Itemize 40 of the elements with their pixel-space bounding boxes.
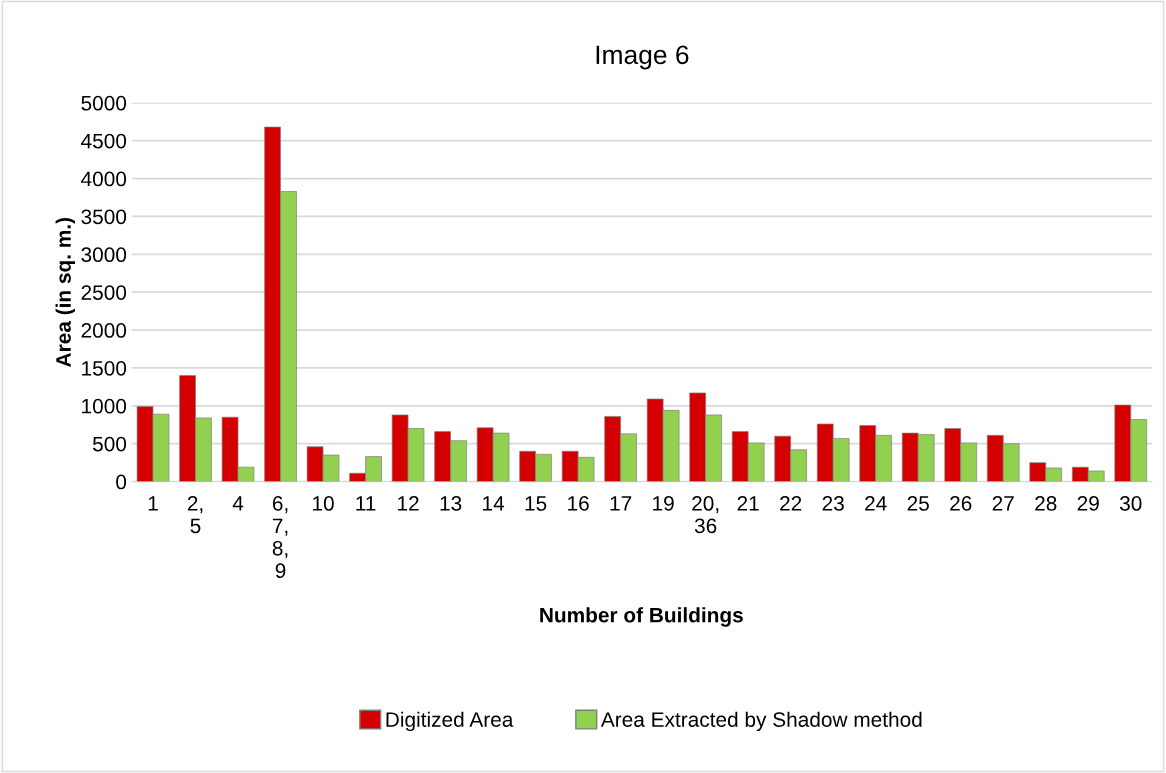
x-tick-label: 4: [232, 496, 244, 511]
y-tick-label: 3000: [81, 247, 127, 263]
x-tick-label: 16: [568, 496, 589, 511]
x-tick-label: 29: [1077, 496, 1099, 511]
x-tick-label: 1: [148, 496, 158, 511]
legend-label: Area Extracted by Shadow method: [600, 711, 922, 732]
y-tick-label: 500: [92, 436, 127, 452]
y-tick-label: 1500: [82, 360, 127, 376]
x-tick-label: 25: [907, 496, 929, 511]
x-tick-label: 6, 7, 8, 9: [272, 496, 288, 579]
y-tick-label: 4500: [81, 133, 127, 149]
x-tick-label: 20, 36: [692, 496, 719, 534]
x-tick-label: 24: [865, 496, 887, 511]
x-tick-label: 14: [483, 496, 505, 511]
x-tick-label: 19: [653, 496, 674, 511]
x-tick-label: 15: [525, 496, 547, 511]
x-tick-label: 23: [822, 496, 844, 511]
y-tick-label: 4000: [81, 171, 127, 187]
x-tick-label: 30: [1119, 496, 1142, 511]
x-tick-label: 28: [1035, 496, 1057, 511]
y-tick-label: 3500: [81, 209, 127, 225]
x-tick-label: 21: [737, 496, 759, 511]
chart-title: Image 6: [596, 45, 689, 70]
x-tick-label: 22: [780, 496, 802, 511]
x-axis-title: Number of Buildings: [540, 607, 743, 627]
x-tick-label: 10: [313, 496, 334, 511]
x-tick-label: 12: [398, 496, 419, 511]
y-tick-label: 2000: [81, 323, 127, 338]
y-tick-label: 2500: [81, 285, 127, 300]
y-tick-label: 1000: [82, 398, 127, 414]
x-tick-label: 26: [950, 496, 972, 511]
x-tick-label: 17: [610, 496, 632, 511]
legend-label: Digitized Area: [386, 711, 514, 732]
y-tick-label: 5000: [81, 95, 127, 111]
y-tick-label: 0: [116, 474, 127, 490]
y-axis-title: Area (in sq. m.): [55, 217, 75, 367]
x-tick-label: 27: [992, 496, 1014, 511]
x-tick-label: 11: [356, 496, 376, 511]
x-tick-label: 13: [440, 496, 462, 511]
x-tick-label: 2, 5: [187, 496, 203, 534]
